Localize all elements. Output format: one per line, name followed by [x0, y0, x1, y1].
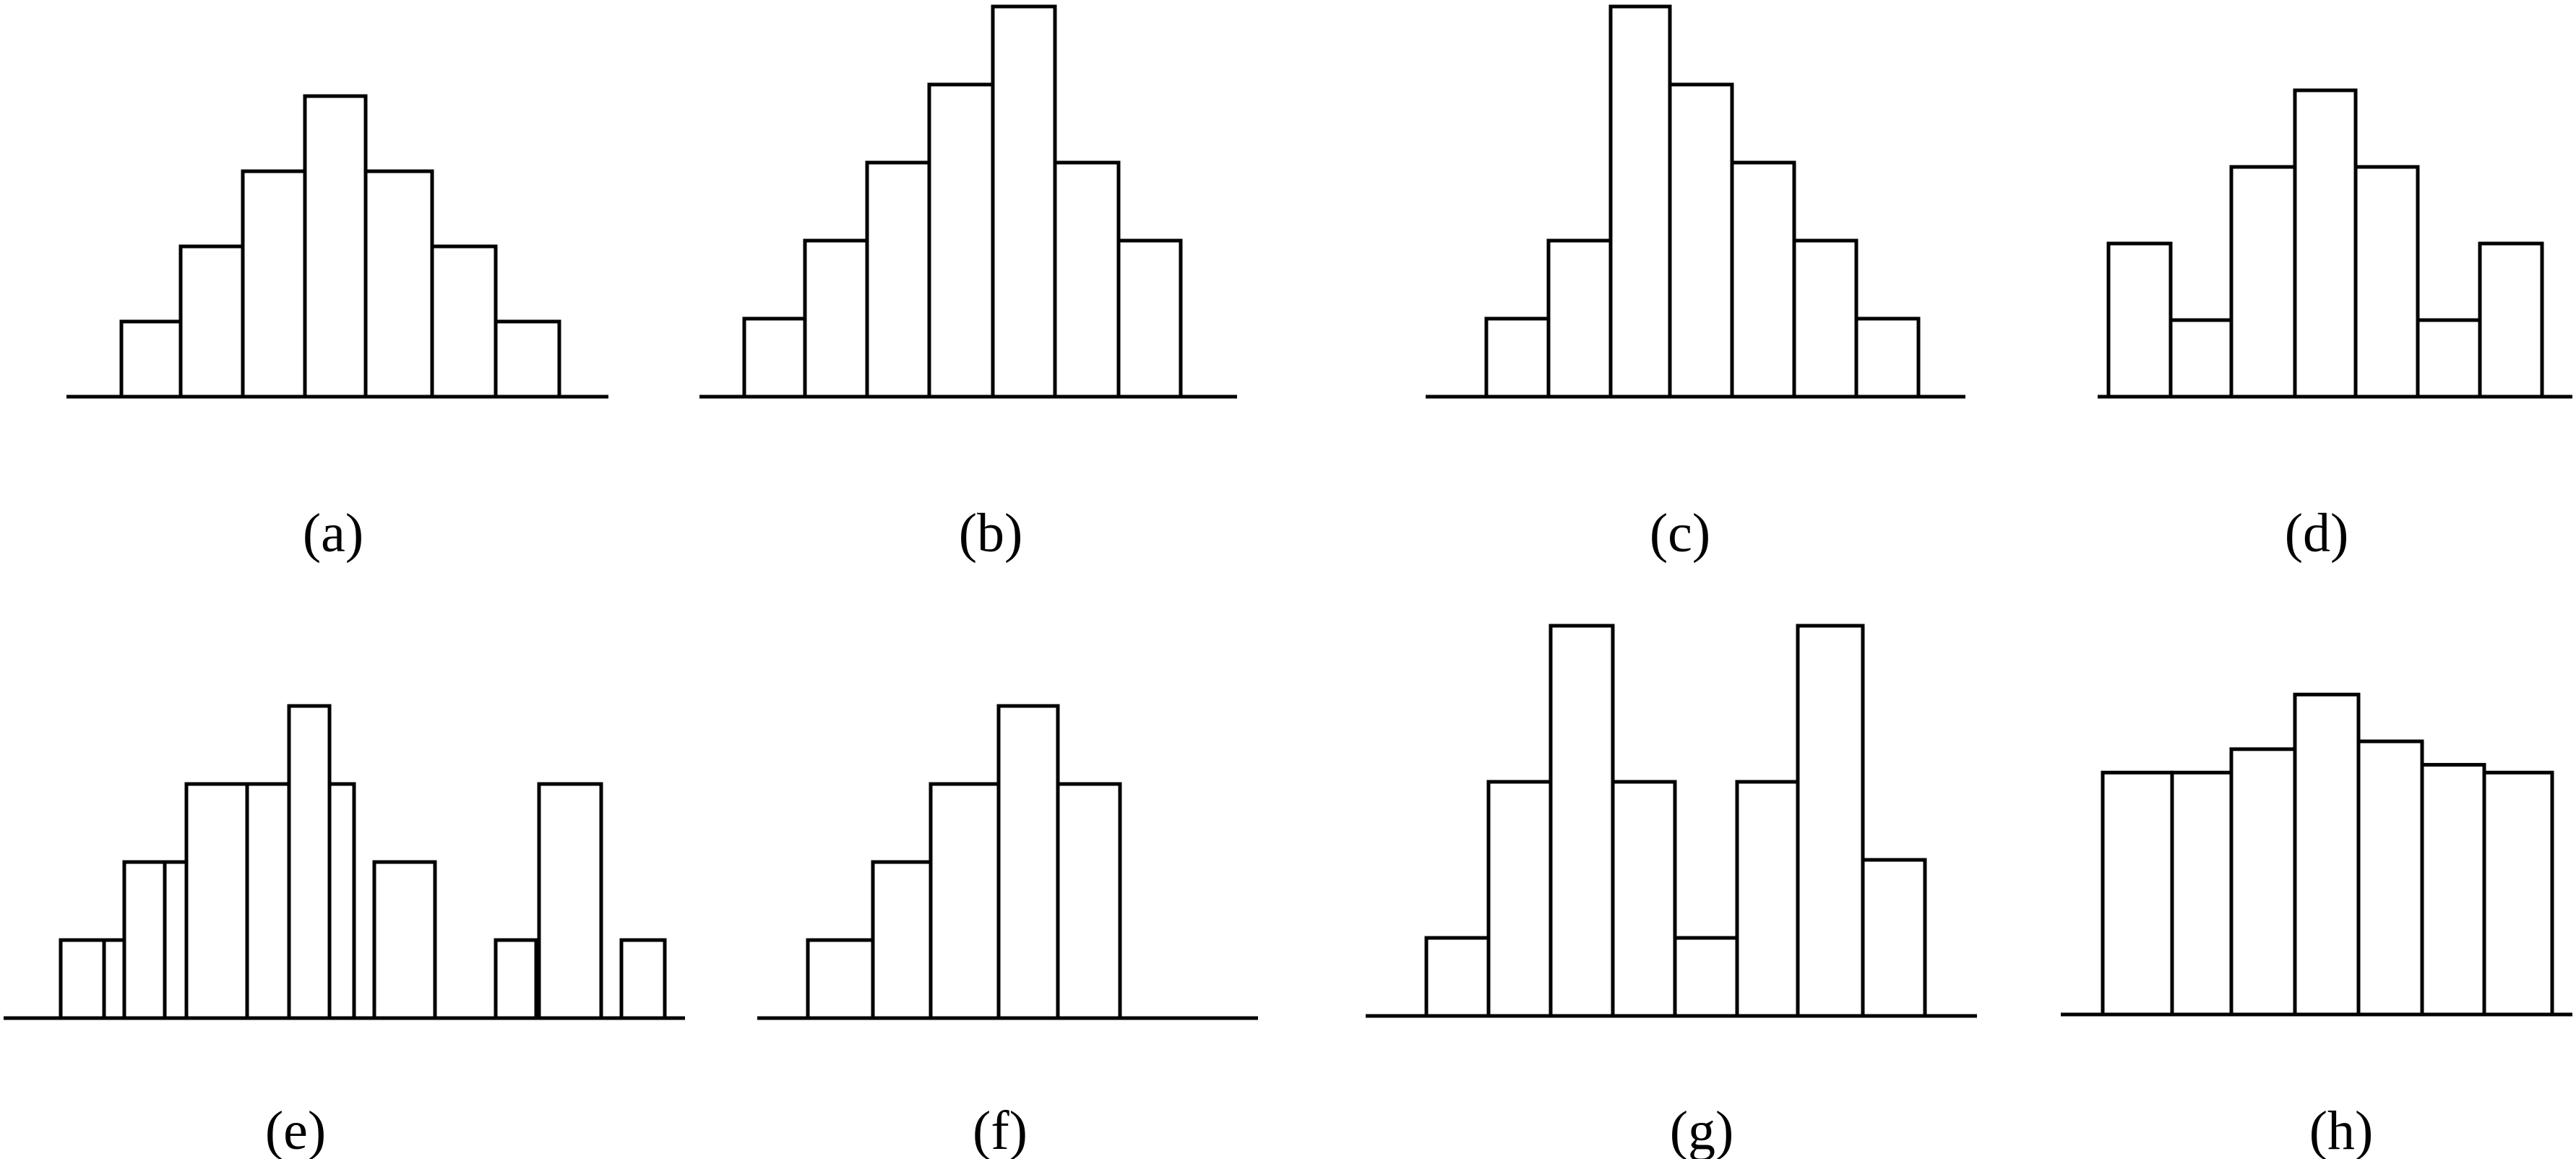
bar-h-4: [2293, 692, 2361, 1017]
bar-g-2: [1486, 780, 1553, 1018]
histogram-panel-d: (d): [2098, 88, 2572, 564]
histogram-panel-h: (h): [2061, 692, 2572, 1159]
bar-g-7: [1796, 624, 1865, 1018]
bar-d-6: [2416, 318, 2482, 399]
bar-a-4: [303, 94, 368, 399]
panel-label-b: (b): [959, 503, 1023, 564]
bar-c-1: [1484, 316, 1551, 399]
bar-c-2: [1546, 238, 1613, 399]
bar-f-5: [1056, 782, 1122, 1020]
bar-f-4: [996, 704, 1060, 1020]
bar-b-7: [1116, 238, 1183, 399]
bar-e-4: [163, 860, 190, 1020]
histogram-panel-c: (c): [1426, 4, 1965, 564]
panel-label-h: (h): [2309, 1100, 2374, 1159]
bar-b-4: [927, 82, 995, 399]
bar-h-5: [2356, 739, 2424, 1017]
bar-d-1: [2106, 241, 2173, 399]
panel-label-c: (c): [1650, 503, 1710, 564]
histogram-panel-a: (a): [66, 94, 608, 564]
bar-g-6: [1735, 780, 1800, 1018]
bar-a-7: [494, 319, 561, 399]
panel-label-f: (f): [973, 1100, 1028, 1159]
bar-e-12: [537, 782, 603, 1020]
bar-b-1: [742, 316, 807, 399]
bar-d-4: [2293, 88, 2358, 399]
bar-b-2: [803, 238, 869, 399]
bar-e-9: [372, 860, 437, 1020]
bar-h-7: [2482, 770, 2554, 1017]
histogram-panel-g: (g): [1366, 624, 1977, 1159]
bar-e-13: [619, 938, 667, 1020]
panel-label-e: (e): [265, 1100, 326, 1159]
bar-d-2: [2168, 318, 2233, 399]
bar-h-6: [2420, 762, 2486, 1017]
histogram-panel-e: (e): [4, 704, 685, 1159]
bar-c-5: [1730, 160, 1796, 399]
bar-e-11: [494, 938, 538, 1020]
histogram-panel-b: (b): [699, 4, 1237, 564]
panel-label-a: (a): [303, 503, 363, 564]
bar-e-7: [287, 704, 332, 1020]
bar-f-3: [929, 782, 1001, 1020]
histogram-panel-f: (f): [757, 704, 1258, 1159]
bar-b-5: [991, 4, 1057, 399]
bar-g-4: [1611, 780, 1677, 1018]
bar-h-3: [2229, 747, 2297, 1017]
bar-a-5: [363, 169, 434, 399]
panel-label-d: (d): [2285, 503, 2349, 564]
bar-b-3: [865, 160, 931, 399]
bar-e-6: [245, 782, 291, 1020]
bar-c-4: [1668, 82, 1734, 399]
bar-a-1: [119, 319, 183, 399]
bar-e-1: [59, 938, 106, 1020]
bar-b-6: [1053, 160, 1121, 399]
bar-d-7: [2478, 241, 2544, 399]
bar-e-2: [102, 938, 128, 1020]
panel-label-g: (g): [1670, 1100, 1734, 1159]
bar-c-3: [1608, 4, 1672, 399]
bar-e-3: [122, 860, 167, 1020]
bar-a-3: [241, 169, 307, 399]
bar-g-1: [1424, 936, 1491, 1018]
bar-h-1: [2101, 770, 2174, 1017]
bar-f-2: [871, 860, 933, 1020]
bar-c-6: [1792, 238, 1858, 399]
bar-e-5: [184, 782, 249, 1020]
bar-h-2: [2170, 770, 2233, 1017]
bar-e-8: [327, 782, 356, 1020]
bar-f-1: [806, 938, 875, 1020]
bar-g-3: [1548, 624, 1615, 1018]
bar-a-2: [178, 244, 245, 399]
bar-a-6: [430, 244, 498, 399]
bar-g-5: [1673, 936, 1739, 1018]
bar-d-3: [2229, 165, 2297, 399]
bar-d-5: [2353, 165, 2420, 399]
bar-c-7: [1854, 316, 1921, 399]
bar-g-8: [1861, 858, 1927, 1018]
